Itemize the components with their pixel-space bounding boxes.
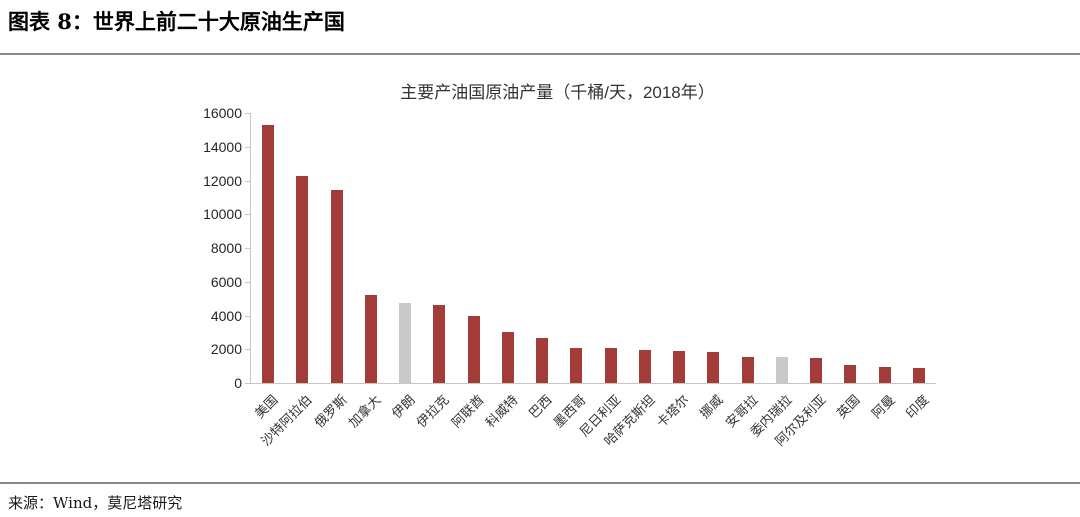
bar — [741, 357, 754, 383]
y-tick-mark — [245, 281, 250, 283]
y-tick-mark — [245, 113, 250, 114]
y-tick-label: 8000 — [210, 240, 242, 256]
y-tick-mark — [245, 214, 250, 216]
source-note: 来源：Wind，莫尼塔研究 — [8, 494, 183, 512]
bottom-divider — [0, 482, 1080, 484]
bar-slot: 俄罗斯 — [311, 113, 354, 430]
figure-title: 图表 8：世界上前二十大原油生产国 — [8, 9, 345, 34]
y-tick-label: 16000 — [203, 105, 242, 121]
y-tick-label: 2000 — [210, 341, 242, 358]
y-tick-label: 12000 — [203, 172, 242, 189]
x-tick-label: 科威特 — [482, 392, 521, 431]
bar — [433, 305, 446, 383]
bar-row: 美国 沙特阿拉伯 俄罗斯 加拿大 伊朗 伊拉克 阿联酋 科威特 巴西 墨西哥 尼日利亚 哈萨克斯坦 卡塔… — [251, 113, 936, 449]
y-tick-label: 10000 — [203, 206, 242, 223]
bar-slot: 委内瑞拉 — [747, 113, 799, 440]
bar-slot: 沙特阿拉伯 — [259, 113, 319, 449]
bar — [707, 351, 720, 383]
bar-slot: 哈萨克斯坦 — [601, 113, 662, 449]
chart-title: 主要产油国原油产量（千桶/天，2018年） — [400, 83, 715, 102]
bar — [673, 351, 686, 383]
bar-slot: 安哥拉 — [722, 113, 765, 430]
y-tick-label: 6000 — [210, 273, 242, 290]
x-tick-label: 阿联酋 — [448, 392, 487, 431]
bar-slot: 科威特 — [482, 113, 525, 430]
bar-slot: 伊朗 — [388, 113, 422, 421]
bar — [536, 337, 549, 383]
bar-slot: 卡塔尔 — [654, 113, 696, 430]
x-tick-label: 印度 — [902, 392, 932, 422]
bar-slot: 墨西哥 — [551, 113, 593, 430]
top-divider — [0, 53, 1080, 55]
bar — [570, 348, 583, 383]
bar — [810, 357, 823, 383]
bar — [638, 350, 651, 383]
y-tick-mark — [245, 248, 250, 249]
y-tick-mark — [245, 349, 250, 351]
bar — [604, 348, 617, 383]
bar-slot: 美国 — [251, 113, 285, 421]
y-tick-mark — [245, 146, 250, 148]
x-tick-label: 阿曼 — [868, 392, 898, 422]
bar-slot: 挪威 — [696, 113, 730, 421]
x-tick-label: 伊拉克 — [413, 392, 453, 431]
bar — [399, 303, 412, 383]
x-tick-label: 英国 — [834, 392, 864, 422]
y-tick-mark — [245, 180, 250, 182]
y-tick-mark — [245, 315, 250, 317]
bar — [262, 124, 275, 383]
bar-slot: 巴西 — [525, 113, 559, 421]
bar — [844, 364, 857, 383]
plot-area: 美国 沙特阿拉伯 俄罗斯 加拿大 伊朗 伊拉克 阿联酋 科威特 巴西 墨西哥 尼日利亚 哈萨克斯坦 卡塔… — [250, 113, 936, 449]
bar — [501, 331, 514, 383]
bar — [296, 175, 309, 383]
y-tick-label: 4000 — [210, 307, 242, 324]
bar-slot: 英国 — [833, 113, 867, 421]
bar — [364, 295, 377, 383]
y-tick-mark — [245, 383, 250, 384]
bar — [467, 316, 480, 383]
x-tick-label: 俄罗斯 — [311, 392, 350, 431]
bar-slot: 阿联酋 — [448, 113, 491, 430]
bar-slot: 伊拉克 — [414, 113, 456, 430]
bar-slot: 阿尔及利亚 — [772, 113, 833, 449]
bar-slot: 阿曼 — [868, 113, 902, 421]
bar — [878, 366, 891, 383]
x-tick-label: 加拿大 — [345, 392, 384, 431]
bar — [775, 357, 788, 383]
y-tick-label: 14000 — [203, 138, 242, 155]
bar-slot: 印度 — [902, 113, 936, 421]
bar — [912, 368, 925, 383]
x-tick-label: 卡塔尔 — [653, 392, 692, 431]
y-tick-label: 0 — [234, 375, 242, 391]
bar-slot: 尼日利亚 — [576, 113, 628, 440]
bar-slot: 加拿大 — [345, 113, 388, 430]
bar — [330, 189, 343, 383]
